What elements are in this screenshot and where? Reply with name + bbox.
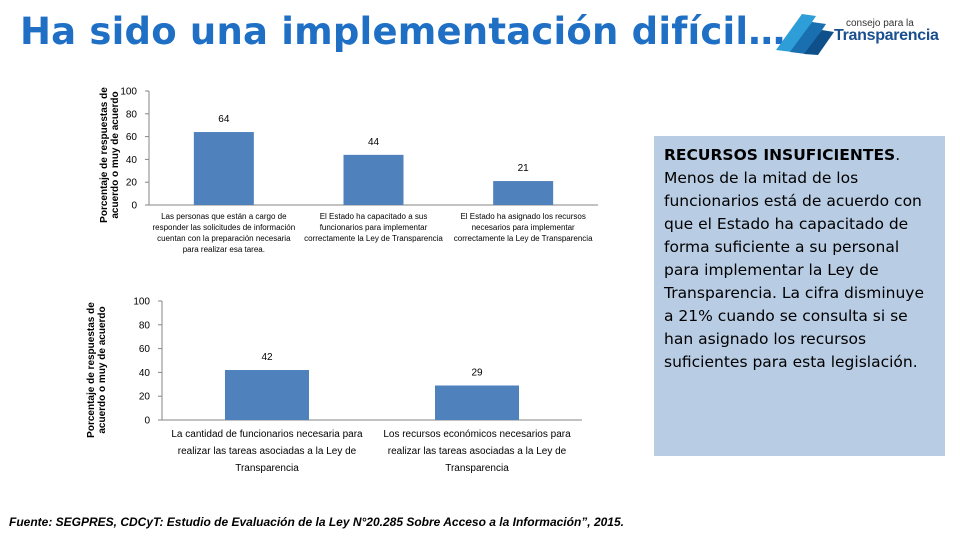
y-tick-label: 0 bbox=[144, 416, 150, 427]
insight-callout: RECURSOS INSUFICIENTES. Menos de la mita… bbox=[654, 136, 945, 456]
bar bbox=[493, 181, 554, 205]
y-tick-label: 80 bbox=[139, 320, 151, 331]
callout-body: Menos de la mitad de los funcionarios es… bbox=[664, 169, 924, 371]
chart1: 0 20 40 60 80 100 64 44 21 bbox=[120, 87, 598, 212]
bar bbox=[193, 132, 254, 205]
logo bbox=[776, 14, 834, 55]
category-label: El Estado ha asignado los recursos neces… bbox=[453, 212, 593, 243]
y-tick-label: 40 bbox=[139, 368, 151, 379]
data-label: 42 bbox=[261, 352, 273, 363]
y-tick-label: 20 bbox=[126, 178, 138, 189]
y-tick-label: 60 bbox=[126, 132, 138, 143]
category-label: El Estado ha capacitado a sus funcionari… bbox=[304, 212, 443, 243]
category-label: La cantidad de funcionarios necesaria pa… bbox=[171, 429, 363, 474]
callout-heading: RECURSOS INSUFICIENTES bbox=[664, 146, 896, 164]
page-title: Ha sido una implementación difícil… bbox=[20, 10, 786, 53]
bar bbox=[225, 370, 309, 420]
y-tick-label: 0 bbox=[131, 201, 137, 212]
category-label: Los recursos económicos necesarios para … bbox=[383, 429, 571, 474]
data-label: 21 bbox=[518, 163, 530, 174]
data-label: 29 bbox=[471, 367, 483, 378]
y-tick-label: 40 bbox=[126, 155, 138, 166]
chart2: 0 20 40 60 80 100 42 29 bbox=[133, 297, 582, 427]
logo-line2: Transparencia bbox=[834, 27, 939, 44]
source-note: Fuente: SEGPRES, CDCyT: Estudio de Evalu… bbox=[9, 515, 624, 529]
logo-line1: consejo para la bbox=[846, 18, 914, 29]
bar bbox=[435, 385, 519, 420]
y-tick-label: 100 bbox=[120, 87, 137, 98]
y-tick-label: 20 bbox=[139, 392, 151, 403]
y-tick-label: 80 bbox=[126, 109, 138, 120]
data-label: 64 bbox=[218, 114, 230, 125]
data-label: 44 bbox=[368, 137, 380, 148]
bar bbox=[343, 154, 404, 205]
y-tick-label: 100 bbox=[133, 297, 150, 308]
category-label: Las personas que están a cargo de respon… bbox=[152, 212, 296, 254]
y-tick-label: 60 bbox=[139, 344, 151, 355]
